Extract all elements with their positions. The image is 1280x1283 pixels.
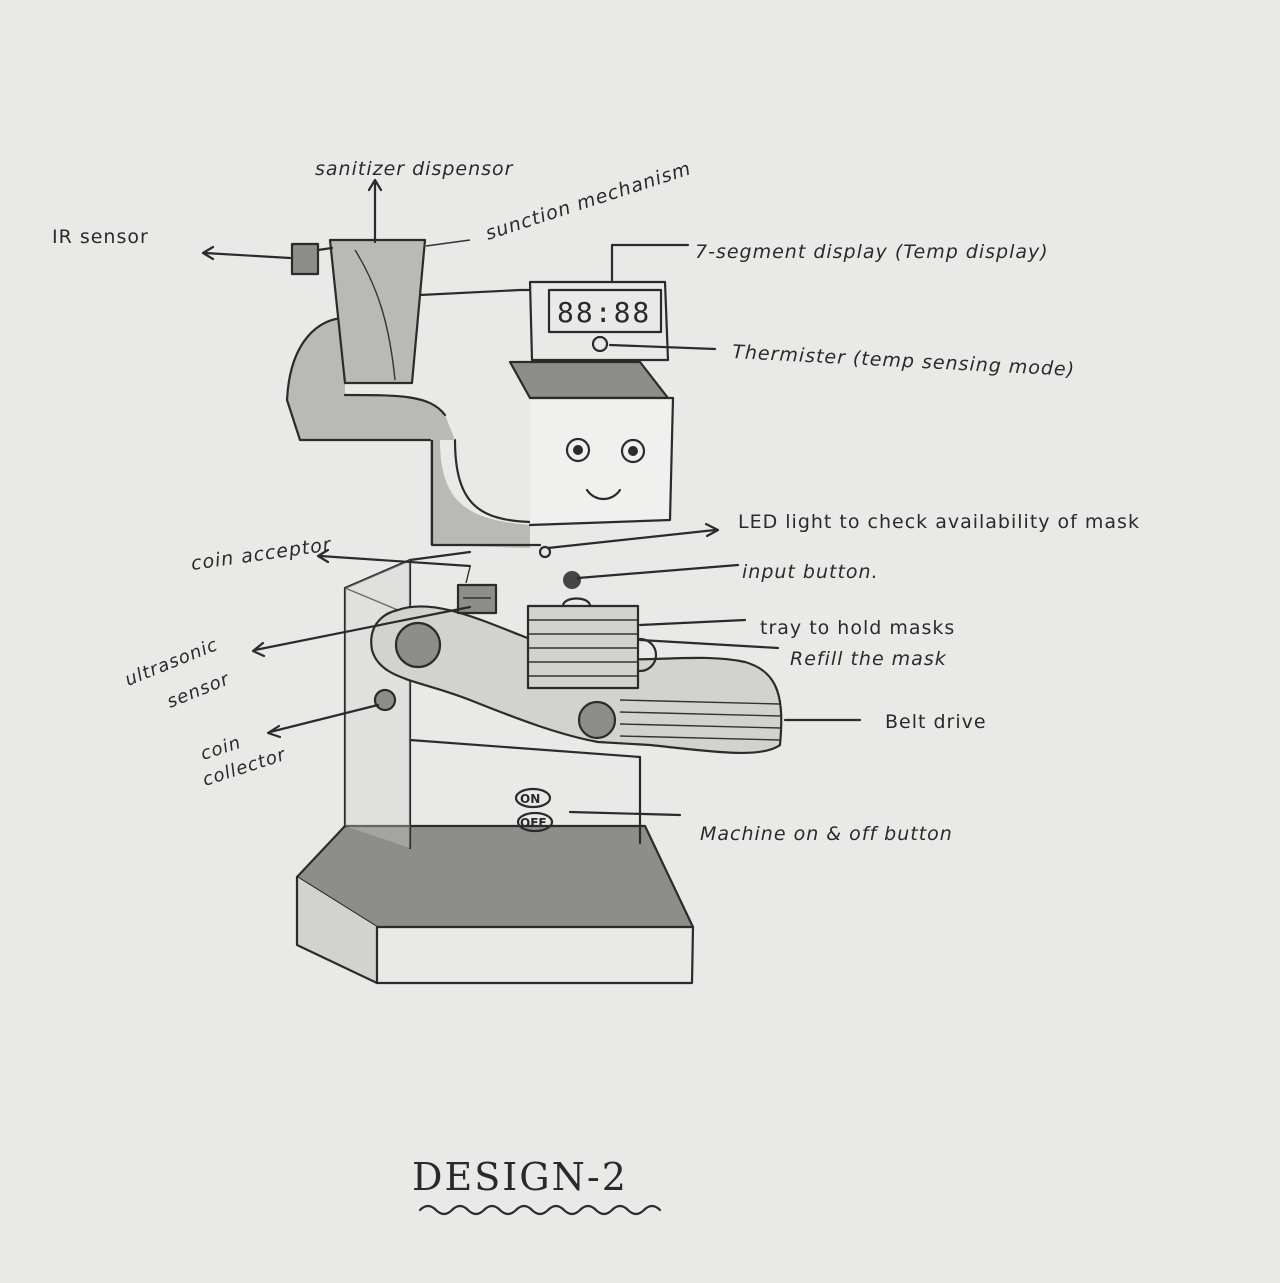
label-input-button: input button. bbox=[742, 561, 879, 583]
upper-shelf bbox=[285, 288, 532, 442]
label-tray: tray to hold masks bbox=[760, 617, 955, 639]
robot-face bbox=[538, 437, 646, 589]
on-button-label: ON bbox=[520, 792, 540, 806]
design-title: DESIGN-2 bbox=[412, 1155, 628, 1199]
label-on-off-button: Machine on & off button bbox=[700, 823, 953, 845]
middle-body bbox=[430, 438, 542, 548]
machine-base bbox=[295, 824, 695, 985]
label-ir-sensor: IR sensor bbox=[52, 226, 149, 248]
label-seven-segment-display: 7-segment display (Temp display) bbox=[695, 241, 1049, 263]
label-ultrasonic-line2: sensor bbox=[164, 668, 233, 712]
segment-display-readout: 88:88 bbox=[557, 296, 651, 329]
mask-tray bbox=[526, 597, 640, 690]
coin-acceptor-block bbox=[456, 583, 498, 615]
coin-collector bbox=[373, 688, 397, 712]
label-led-light: LED light to check availability of mask bbox=[738, 511, 1140, 533]
label-suction-mechanism: sunction mechanism bbox=[483, 157, 694, 244]
off-button-label: OFF bbox=[520, 816, 547, 830]
label-thermistor: Thermister (temp sensing mode) bbox=[732, 341, 1076, 381]
title-underline bbox=[418, 1204, 662, 1216]
on-off-buttons bbox=[514, 787, 554, 833]
display-housing bbox=[508, 280, 675, 527]
label-coin-acceptor: coin acceptor bbox=[190, 533, 333, 575]
label-sanitizer-dispenser: sanitizer dispensor bbox=[315, 158, 514, 180]
label-belt-drive: Belt drive bbox=[885, 711, 987, 733]
leader-lines bbox=[201, 178, 862, 817]
sanitizer-container bbox=[290, 238, 427, 385]
label-refill: Refill the mask bbox=[790, 648, 947, 670]
